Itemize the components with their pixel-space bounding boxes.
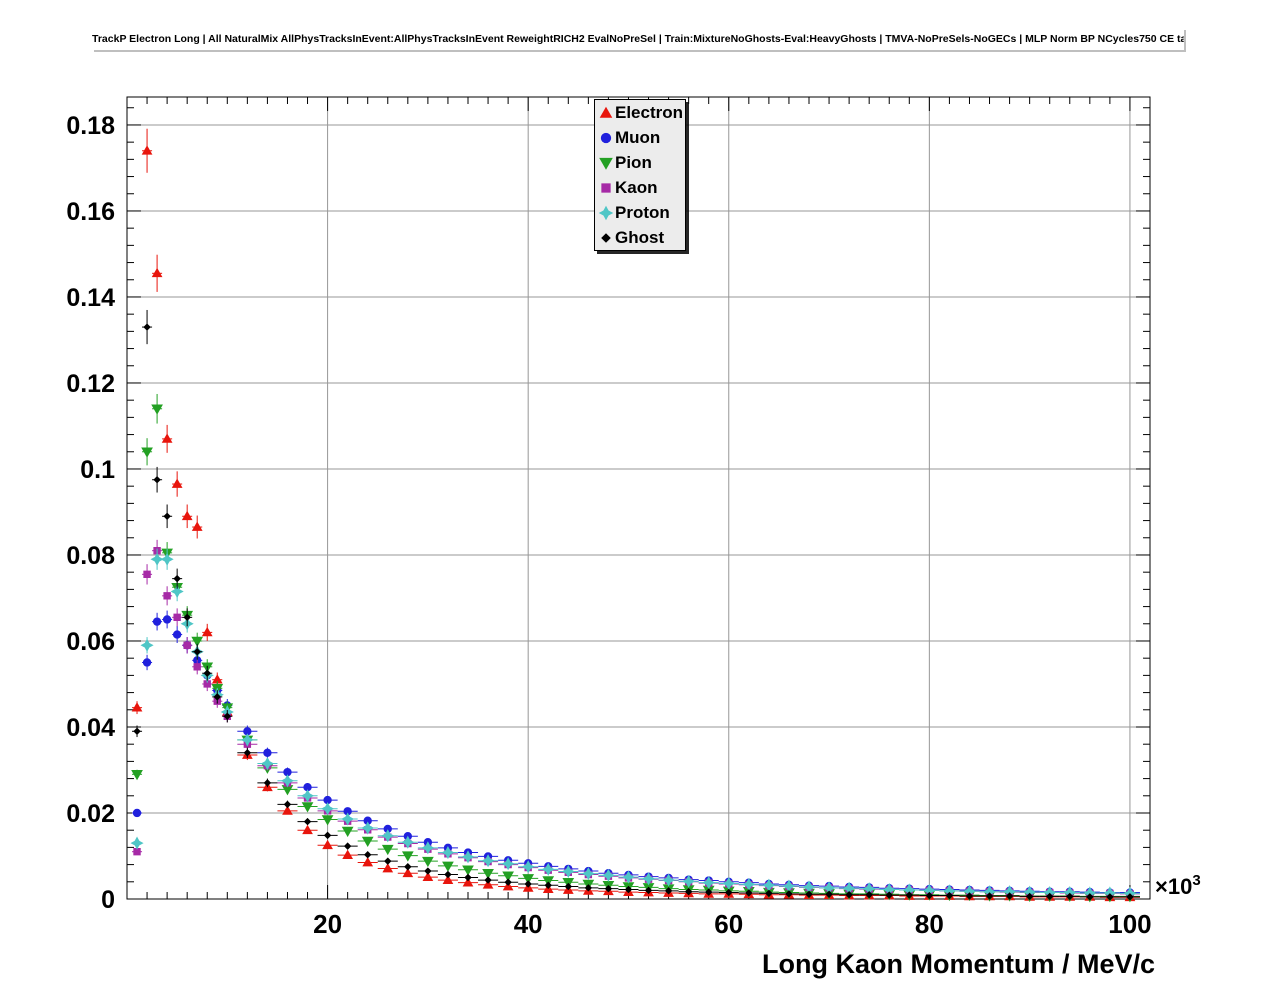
grid [127, 97, 1150, 899]
series-muon [132, 610, 1140, 897]
svg-text:0.18: 0.18 [66, 112, 115, 140]
svg-text:0.16: 0.16 [66, 198, 115, 226]
legend-item-label: Electron [615, 102, 684, 122]
electron-marker-icon [597, 104, 615, 122]
svg-text:20: 20 [313, 909, 342, 939]
legend-item-kaon: Kaon [595, 175, 685, 200]
svg-text:60: 60 [714, 909, 743, 939]
legend-item-label: Kaon [615, 177, 658, 197]
series-proton [130, 548, 1140, 900]
plot-frame [126, 96, 1151, 900]
legend-item-pion: Pion [595, 150, 685, 175]
proton-marker-icon [597, 204, 615, 222]
legend-item-muon: Muon [595, 125, 685, 150]
legend-item-label: Ghost [615, 227, 665, 247]
legend-item-proton: Proton [595, 200, 685, 225]
legend-item-ghost: Ghost [595, 225, 685, 250]
svg-text:0.1: 0.1 [80, 456, 115, 484]
series-kaon [132, 539, 1140, 898]
svg-text:0.12: 0.12 [66, 370, 115, 398]
svg-text:100: 100 [1108, 909, 1151, 939]
kaon-marker-icon [597, 179, 615, 197]
plot-title: TrackP Electron Long | All NaturalMix Al… [92, 28, 1184, 50]
legend-item-label: Muon [615, 127, 661, 147]
series-ghost [132, 309, 1140, 901]
x-axis-unit: ×103 [1155, 872, 1201, 899]
svg-text:0.04: 0.04 [66, 714, 115, 742]
svg-text:0.14: 0.14 [66, 284, 115, 312]
y-axis-labels: 0 0.02 0.04 0.06 0.08 0.1 0.12 0.14 0.16 0.18 [66, 112, 115, 914]
x-axis-title: Long Kaon Momentum / MeV/c [762, 949, 1155, 979]
legend-item-label: Proton [615, 202, 670, 222]
svg-text:0.06: 0.06 [66, 628, 115, 656]
axis-ticks [127, 97, 1150, 899]
svg-text:80: 80 [915, 909, 944, 939]
svg-text:0: 0 [101, 886, 115, 914]
svg-text:40: 40 [514, 909, 543, 939]
svg-text:0.02: 0.02 [66, 800, 115, 828]
legend-box: Electron Muon Pion Kaon Proton Ghost [594, 99, 686, 251]
legend-item-electron: Electron [595, 100, 685, 125]
series-pion [131, 393, 1140, 903]
x-axis-labels: 20 40 60 80 100 [313, 909, 1152, 939]
svg-text:0.08: 0.08 [66, 542, 115, 570]
legend-item-label: Pion [615, 152, 652, 172]
ghost-marker-icon [597, 229, 615, 247]
pion-marker-icon [597, 154, 615, 172]
muon-marker-icon [597, 129, 615, 147]
